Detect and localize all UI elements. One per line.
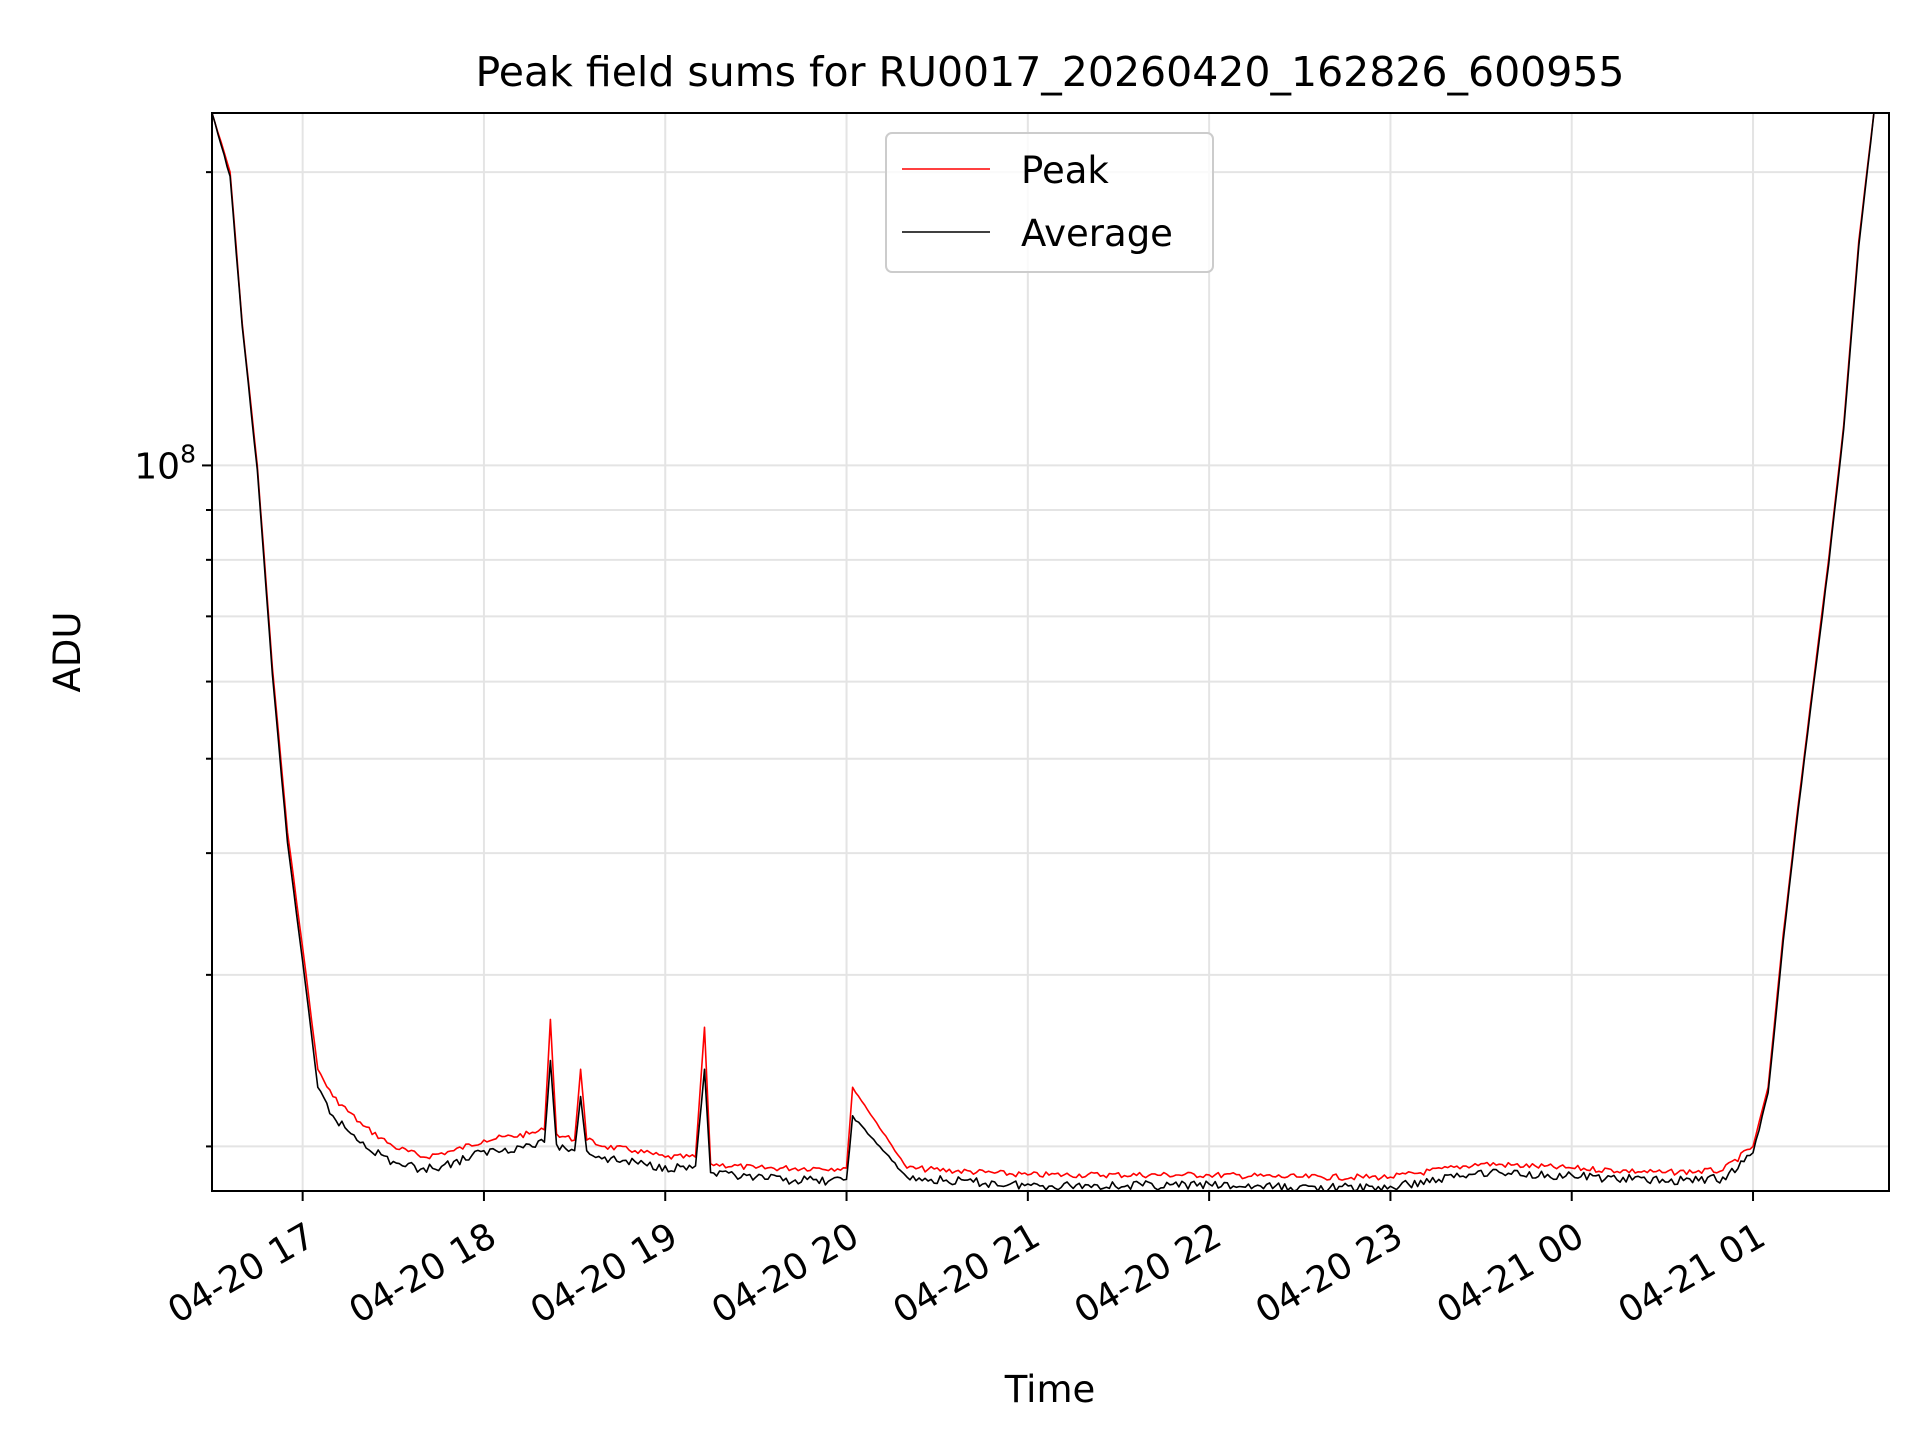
legend-label-peak: Peak [1021,149,1109,192]
chart-title: Peak field sums for RU0017_20260420_1628… [475,48,1624,96]
legend-box [885,132,1214,273]
x-axis-label: Time [1004,1368,1096,1411]
y-axis-label: ADU [46,612,89,693]
series-line-average [211,112,1875,1192]
y-tick-label: 108 [134,439,196,487]
legend: Peak Average [885,132,1214,273]
plot-frame [211,112,1890,1192]
series-line-peak [211,112,1875,1181]
series-layer [211,112,1875,1192]
legend-label-average: Average [1021,212,1173,255]
